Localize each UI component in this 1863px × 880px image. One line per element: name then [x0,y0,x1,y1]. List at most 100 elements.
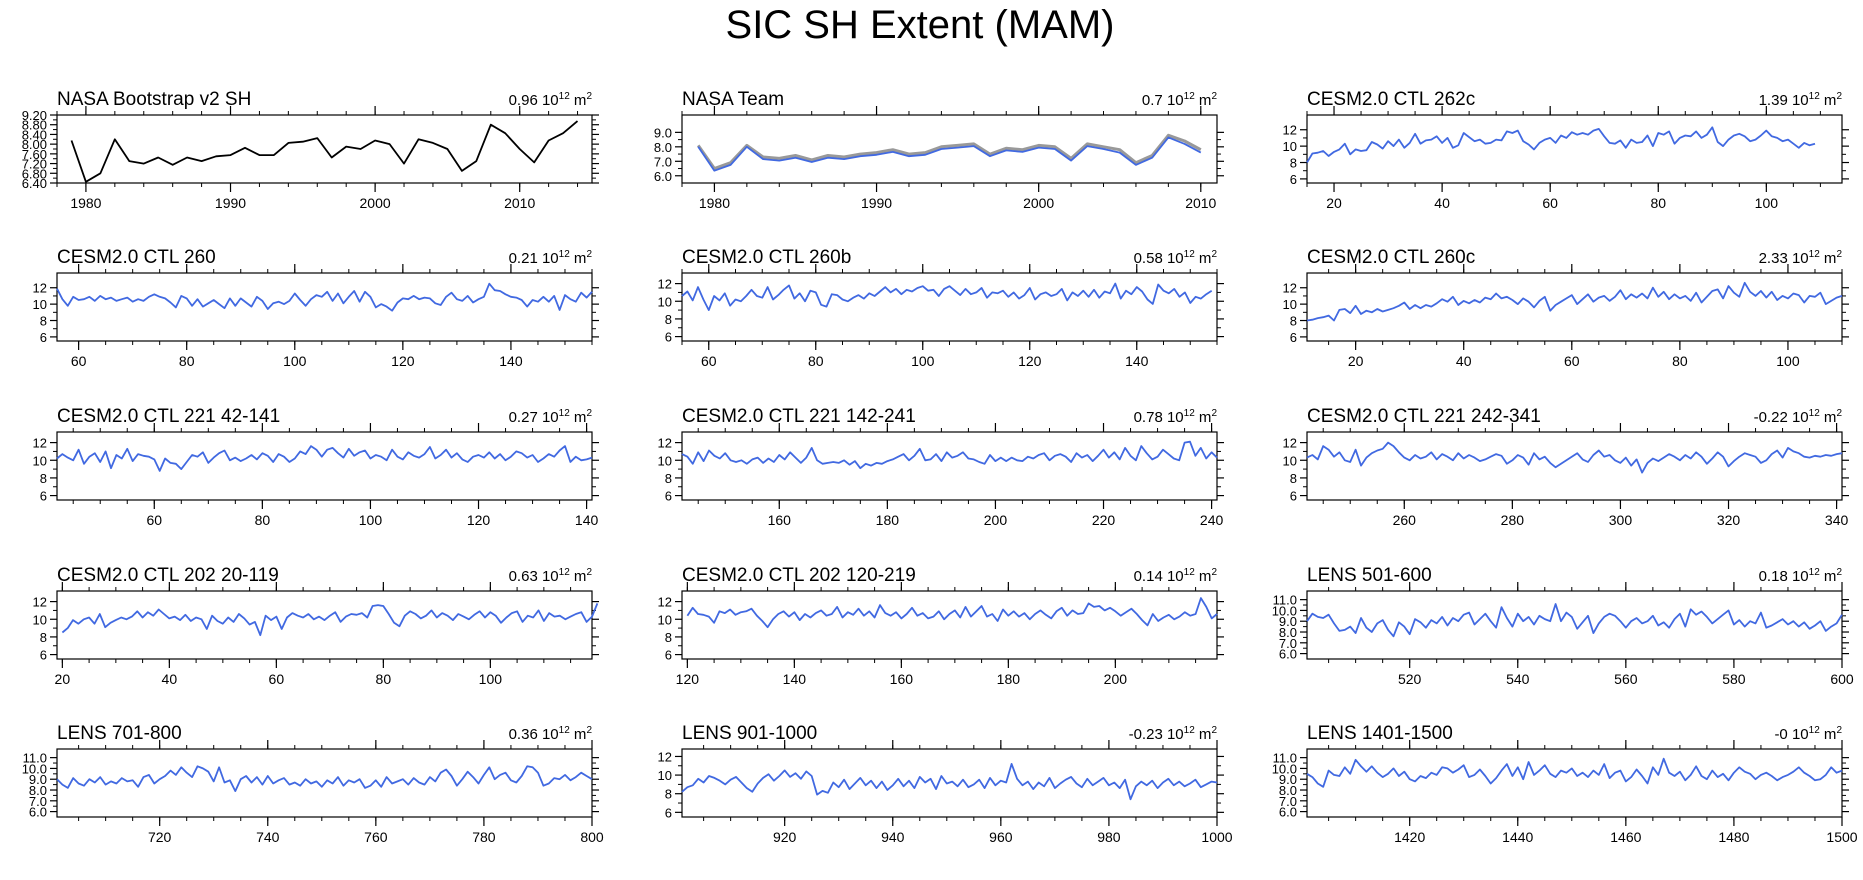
trend-exponent: 12 [1809,567,1821,578]
panel-title: CESM2.0 CTL 221 142-241 [682,406,916,427]
trend-exponent: 12 [1184,725,1196,736]
y-tick-label: 6.80 [22,166,47,181]
trend-unit-exponent: 2 [1836,567,1842,578]
y-tick-label: 10 [1283,297,1297,312]
chart-panel: LENS 701-800 0.36 1012 m2 720 740 760 780 800 6… [22,723,604,845]
trend-exponent: 12 [1809,249,1821,260]
trend-exponent: 12 [1184,408,1196,419]
trend-annotation: 0.21 1012 m2 [509,249,593,267]
series-line [1306,126,1816,163]
x-tick-label: 120 [1018,353,1042,369]
panel-title: CESM2.0 CTL 260 [57,247,216,268]
series-line [61,603,599,637]
y-tick-label: 10.0 [1272,603,1297,618]
trend-annotation: 0.18 1012 m2 [1759,567,1843,585]
trend-unit-exponent: 2 [1211,249,1217,260]
x-tick-label: 180 [997,671,1021,687]
x-tick-label: 1480 [1718,829,1749,845]
trend-unit-exponent: 2 [1836,91,1842,102]
x-tick-label: 40 [162,671,178,687]
panel-title: CESM2.0 CTL 202 20-119 [57,565,279,586]
trend-exponent: 12 [1809,91,1821,102]
series-line [70,120,579,183]
x-tick-label: 80 [179,353,195,369]
trend-exponent: 12 [1809,408,1821,419]
y-tick-label: 7.60 [22,147,47,162]
y-tick-label: 8.80 [22,118,47,133]
chart-panel: NASA Team 0.7 1012 m2 1980 1990 2000 2010 6.07… [654,89,1224,211]
y-tick-label: 12 [658,595,672,610]
y-tick-label: 9.0 [29,772,47,787]
y-tick-label: 6 [665,805,672,820]
series-line [686,597,1218,629]
trend-value: 0.96 10 [509,92,559,109]
x-tick-label: 60 [701,353,717,369]
x-tick-label: 200 [1104,671,1128,687]
series-line [56,282,593,312]
trend-exponent: 12 [559,91,571,102]
trend-value: -0 10 [1774,726,1808,743]
y-tick-label: 8.0 [654,140,672,155]
y-tick-label: 12 [33,436,47,451]
y-tick-label: 6.0 [29,805,47,820]
trend-exponent: 12 [559,408,571,419]
trend-unit: m [570,568,587,585]
trend-value: 0.36 10 [509,726,559,743]
trend-unit-exponent: 2 [1836,249,1842,260]
panel-title: CESM2.0 CTL 221 42-141 [57,406,280,427]
panel-title: CESM2.0 CTL 260b [682,247,851,268]
y-tick-label: 12 [658,436,672,451]
series-line [1306,441,1843,474]
x-tick-label: 100 [911,353,935,369]
x-tick-label: 760 [364,829,388,845]
y-tick-label: 7.0 [654,154,672,169]
trend-value: 0.58 10 [1134,250,1184,267]
trend-unit-exponent: 2 [1836,725,1842,736]
y-tick-label: 10 [658,768,672,783]
trend-exponent: 12 [1809,725,1821,736]
x-tick-label: 920 [773,829,797,845]
trend-value: 1.39 10 [1759,92,1809,109]
trend-unit: m [1195,250,1212,267]
x-tick-label: 580 [1722,671,1746,687]
trend-annotation: 0.14 1012 m2 [1134,567,1218,585]
series-line [697,136,1202,172]
trend-unit: m [570,250,587,267]
y-tick-label: 12 [658,277,672,292]
x-tick-label: 340 [1825,512,1849,528]
x-tick-label: 1000 [1201,829,1232,845]
x-tick-label: 180 [876,512,900,528]
trend-annotation: 0.96 1012 m2 [509,91,593,109]
trend-exponent: 12 [559,249,571,260]
trend-unit: m [570,726,587,743]
trend-unit-exponent: 2 [1211,408,1217,419]
x-tick-label: 220 [1092,512,1116,528]
y-tick-label: 10.0 [1272,761,1297,776]
series-line [681,763,1218,801]
plot-frame [681,272,1218,342]
trend-annotation: 1.39 1012 m2 [1759,91,1843,109]
x-tick-label: 120 [676,671,700,687]
x-tick-label: 280 [1501,512,1525,528]
x-tick-label: 20 [55,671,71,687]
x-tick-label: 520 [1398,671,1422,687]
plot-frame [1306,272,1843,342]
x-tick-label: 980 [1097,829,1121,845]
y-tick-label: 8.0 [29,783,47,798]
y-tick-label: 8 [40,471,47,486]
panel-title: CESM2.0 CTL 262c [1307,89,1475,110]
panel-title: LENS 701-800 [57,723,182,744]
y-tick-label: 12 [658,749,672,764]
trend-unit: m [1195,92,1212,109]
y-tick-label: 8 [40,314,47,329]
series-line [1306,757,1843,788]
x-tick-label: 960 [989,829,1013,845]
trend-unit: m [570,92,587,109]
